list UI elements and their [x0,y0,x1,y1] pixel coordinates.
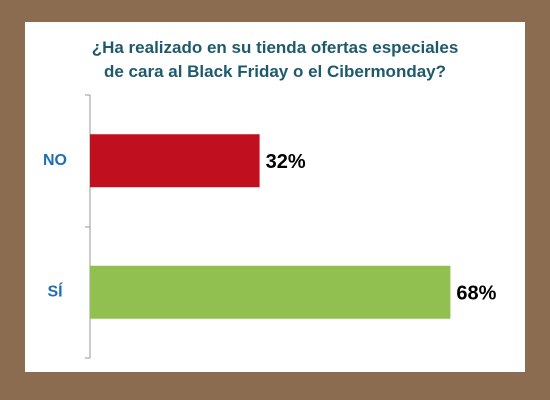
bar [90,134,260,188]
chart-panel: ¿Ha realizado en su tienda ofertas espec… [25,22,525,372]
chart-title: ¿Ha realizado en su tienda ofertas espec… [91,38,459,81]
value-label: 32% [266,151,306,173]
category-label: SÍ [47,281,63,300]
chart: NO 32% SÍ 68% [43,94,497,359]
axis [85,94,91,359]
bar [90,265,451,319]
value-label: 68% [456,283,496,305]
category-label: NO [43,152,67,169]
